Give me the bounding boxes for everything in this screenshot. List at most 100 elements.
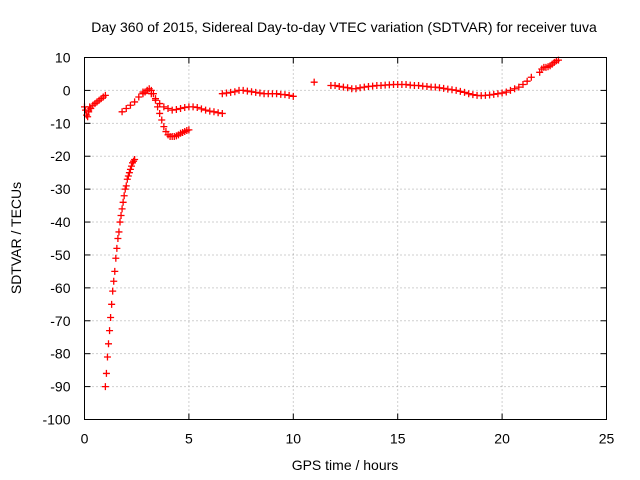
data-point-plus [227, 88, 235, 96]
data-point-plus [444, 85, 452, 93]
data-point-plus [339, 83, 347, 91]
data-point-plus [239, 86, 247, 94]
data-point-plus [222, 89, 230, 97]
data-point-plus [110, 277, 118, 285]
y-tick-label: -70 [50, 313, 70, 329]
data-point-plus [101, 91, 109, 99]
data-point-plus [214, 109, 222, 117]
data-point-plus [101, 383, 109, 391]
data-point-plus [149, 90, 157, 98]
data-point-plus [273, 90, 281, 98]
data-point-plus [452, 86, 460, 94]
data-point-plus [231, 88, 239, 96]
data-point-plus [130, 157, 138, 165]
plot-frame [84, 57, 607, 420]
data-point-plus [158, 116, 166, 124]
series-segment-2 [85, 91, 109, 116]
x-tick-label: 10 [286, 431, 302, 447]
data-point-plus [115, 228, 123, 236]
data-point-plus [331, 81, 339, 89]
data-point-plus [108, 300, 116, 308]
data-point-plus [125, 169, 133, 177]
y-tick-label: -100 [42, 412, 70, 428]
data-point-plus [105, 340, 113, 348]
data-point-plus [490, 90, 498, 98]
data-point-plus [506, 86, 514, 94]
y-tick-label: -80 [50, 346, 70, 362]
data-point-plus [122, 105, 130, 113]
data-point-plus [523, 77, 531, 85]
data-point-plus [120, 192, 128, 200]
data-point-plus [118, 205, 126, 213]
y-tick-label: -10 [50, 115, 70, 131]
data-point-plus [160, 103, 168, 111]
data-point-plus [415, 81, 423, 89]
data-point-plus [502, 88, 510, 96]
data-point-plus [86, 103, 94, 111]
series-segment-5 [139, 85, 193, 140]
data-point-plus [127, 162, 135, 170]
x-tick-labels: 0 5 10 15 20 25 [81, 431, 615, 447]
x-tick-label: 25 [599, 431, 615, 447]
data-point-plus [423, 82, 431, 90]
data-point-plus [177, 105, 185, 113]
data-point-plus [431, 83, 439, 91]
x-axis-label: GPS time / hours [292, 457, 399, 473]
data-point-plus [369, 82, 377, 90]
data-point-plus [114, 235, 122, 242]
data-point-plus [352, 85, 360, 93]
data-point-plus [210, 108, 218, 116]
data-point-plus [131, 156, 139, 164]
data-point-plus [310, 78, 318, 86]
data-point-plus [122, 182, 130, 190]
data-point-plus [456, 87, 464, 95]
data-point-plus [124, 172, 132, 180]
data-point-plus [116, 218, 124, 226]
data-point-plus [111, 267, 119, 275]
x-tick-label: 20 [494, 431, 510, 447]
data-point-plus [102, 369, 110, 377]
data-point-plus [206, 107, 214, 115]
y-tick-label: -40 [50, 214, 70, 230]
y-tick-label: -30 [50, 181, 70, 197]
tick-marks [84, 57, 607, 420]
data-point-plus [106, 327, 114, 335]
data-point-plus [109, 287, 117, 295]
series-segment-4 [118, 86, 226, 117]
data-point-plus [344, 84, 352, 92]
y-tick-label: -50 [50, 247, 70, 263]
x-tick-label: 15 [390, 431, 406, 447]
data-point-plus [252, 88, 260, 96]
data-point-plus [248, 88, 256, 96]
data-point-plus [494, 90, 502, 98]
series-segment-9 [536, 56, 562, 76]
data-point-plus [285, 91, 293, 99]
data-point-plus [118, 108, 126, 116]
data-point-plus [527, 73, 535, 81]
data-point-plus [202, 106, 210, 114]
data-point-plus [498, 89, 506, 97]
y-tick-label: -60 [50, 280, 70, 296]
data-point-plus [289, 92, 297, 100]
data-point-plus [126, 165, 134, 173]
y-tick-label: 10 [55, 50, 71, 66]
chart-title: Day 360 of 2015, Sidereal Day-to-day VTE… [91, 19, 597, 35]
data-point-plus [126, 101, 134, 109]
data-point-plus [117, 211, 125, 219]
data-point-plus [131, 98, 139, 106]
data-point-plus [185, 126, 193, 134]
data-point-plus [193, 104, 201, 112]
data-point-plus [164, 105, 172, 113]
data-point-plus [515, 83, 523, 91]
data-point-plus [112, 254, 120, 262]
data-point-plus [84, 113, 92, 121]
series-segment-7 [310, 78, 318, 86]
data-point-plus [107, 313, 115, 321]
y-tick-label: -20 [50, 148, 70, 164]
data-point-plus [356, 84, 364, 92]
data-point-plus [402, 80, 410, 88]
data-point-plus [197, 105, 205, 113]
data-point-plus [360, 83, 368, 91]
data-point-plus [160, 123, 168, 131]
